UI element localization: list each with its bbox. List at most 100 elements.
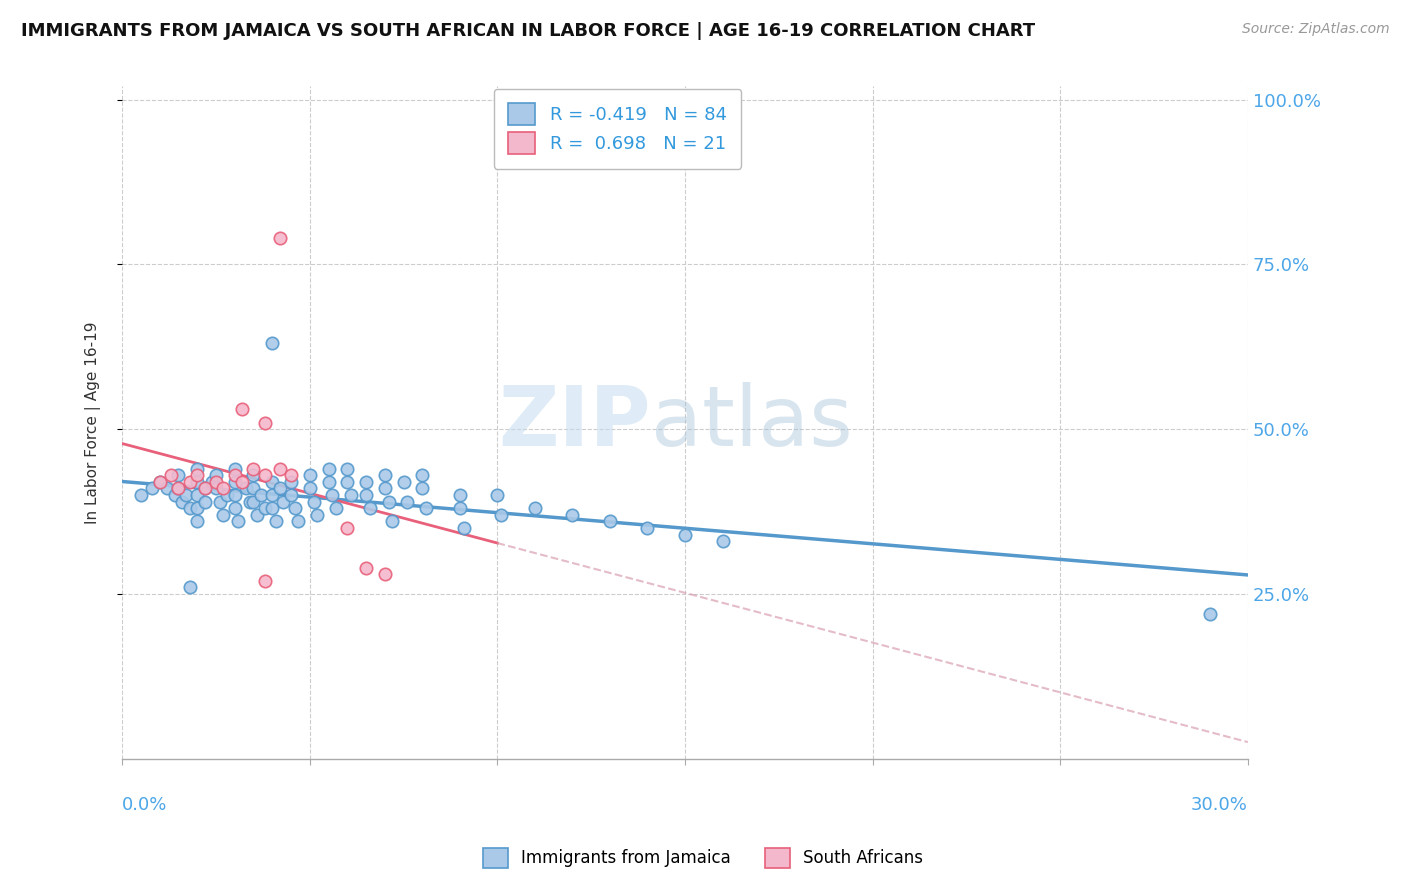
Text: Source: ZipAtlas.com: Source: ZipAtlas.com — [1241, 22, 1389, 37]
Point — [163, 488, 186, 502]
Point — [253, 468, 276, 483]
Point — [224, 488, 246, 502]
Point — [307, 508, 329, 522]
Point — [250, 488, 273, 502]
Point — [374, 482, 396, 496]
Point — [354, 488, 377, 502]
Point — [449, 488, 471, 502]
Point — [599, 515, 621, 529]
Point — [212, 508, 235, 522]
Point — [149, 475, 172, 489]
Point — [561, 508, 583, 522]
Point — [280, 468, 302, 483]
Text: atlas: atlas — [651, 382, 853, 463]
Point — [224, 468, 246, 483]
Point — [201, 475, 224, 489]
Point — [411, 482, 433, 496]
Point — [224, 501, 246, 516]
Point — [354, 475, 377, 489]
Point — [242, 468, 264, 483]
Point — [359, 501, 381, 516]
Text: 0.0%: 0.0% — [122, 796, 167, 814]
Point — [186, 515, 208, 529]
Point — [149, 475, 172, 489]
Point — [411, 468, 433, 483]
Point — [194, 482, 217, 496]
Point — [167, 482, 190, 496]
Point — [194, 482, 217, 496]
Point — [302, 494, 325, 508]
Point — [172, 494, 194, 508]
Point — [262, 336, 284, 351]
Point — [262, 488, 284, 502]
Point — [396, 494, 419, 508]
Legend: R = -0.419   N = 84, R =  0.698   N = 21: R = -0.419 N = 84, R = 0.698 N = 21 — [494, 88, 741, 169]
Point — [523, 501, 546, 516]
Point — [179, 580, 201, 594]
Text: IMMIGRANTS FROM JAMAICA VS SOUTH AFRICAN IN LABOR FORCE | AGE 16-19 CORRELATION : IMMIGRANTS FROM JAMAICA VS SOUTH AFRICAN… — [21, 22, 1035, 40]
Point — [228, 515, 250, 529]
Point — [262, 475, 284, 489]
Point — [208, 494, 231, 508]
Point — [1199, 607, 1222, 621]
Point — [179, 475, 201, 489]
Point — [262, 501, 284, 516]
Point — [217, 488, 239, 502]
Point — [381, 515, 404, 529]
Point — [636, 521, 658, 535]
Point — [298, 468, 321, 483]
Point — [486, 488, 509, 502]
Point — [205, 475, 228, 489]
Point — [186, 501, 208, 516]
Point — [374, 468, 396, 483]
Point — [489, 508, 512, 522]
Point — [231, 402, 253, 417]
Point — [336, 461, 359, 475]
Text: 30.0%: 30.0% — [1191, 796, 1249, 814]
Point — [280, 488, 302, 502]
Point — [246, 508, 269, 522]
Point — [325, 501, 347, 516]
Point — [269, 231, 291, 245]
Point — [239, 494, 262, 508]
Point — [711, 534, 734, 549]
Point — [318, 461, 340, 475]
Point — [287, 515, 309, 529]
Point — [186, 461, 208, 475]
Point — [253, 416, 276, 430]
Point — [129, 488, 152, 502]
Point — [253, 574, 276, 588]
Point — [167, 482, 190, 496]
Point — [186, 468, 208, 483]
Point — [224, 461, 246, 475]
Point — [224, 475, 246, 489]
Point — [392, 475, 415, 489]
Point — [377, 494, 399, 508]
Point — [205, 482, 228, 496]
Point — [186, 475, 208, 489]
Point — [673, 527, 696, 541]
Point — [174, 488, 197, 502]
Point — [374, 567, 396, 582]
Point — [273, 494, 295, 508]
Point — [242, 494, 264, 508]
Point — [318, 475, 340, 489]
Point — [336, 475, 359, 489]
Point — [253, 501, 276, 516]
Point — [242, 482, 264, 496]
Point — [231, 475, 253, 489]
Point — [321, 488, 343, 502]
Point — [298, 482, 321, 496]
Point — [449, 501, 471, 516]
Point — [415, 501, 437, 516]
Point — [212, 482, 235, 496]
Text: ZIP: ZIP — [499, 382, 651, 463]
Point — [453, 521, 475, 535]
Point — [205, 468, 228, 483]
Legend: Immigrants from Jamaica, South Africans: Immigrants from Jamaica, South Africans — [477, 841, 929, 875]
Point — [186, 488, 208, 502]
Point — [167, 468, 190, 483]
Point — [179, 501, 201, 516]
Point — [235, 482, 257, 496]
Point — [284, 501, 307, 516]
